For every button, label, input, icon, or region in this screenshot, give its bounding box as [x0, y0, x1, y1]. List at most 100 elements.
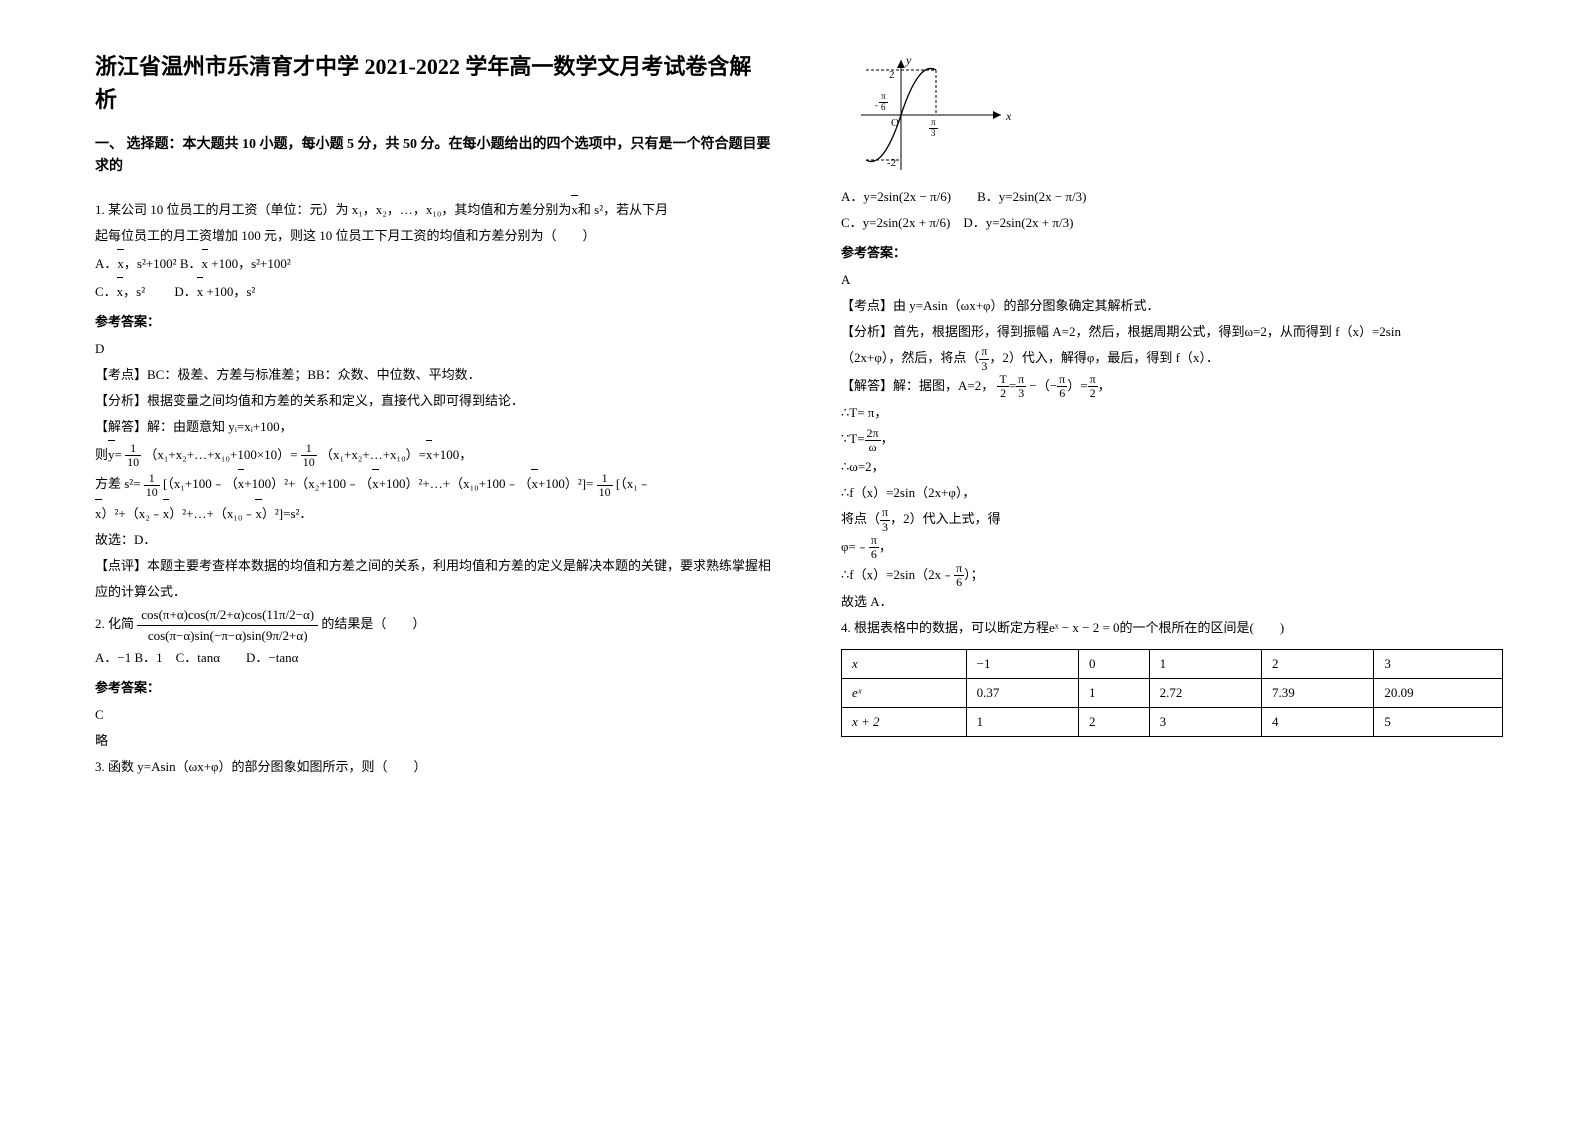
q1-b-post: +100，s²+100² — [208, 256, 291, 271]
q3-jd5: ∴f（x）=2sin（2x+φ）， — [841, 480, 1517, 506]
xbar-icon: x — [117, 249, 124, 277]
q3-jd6: 将点（π3，2）代入上式，得 — [841, 506, 1517, 534]
q1-jd3-e: +100）²]= — [538, 476, 593, 491]
frac-icon: π3 — [1016, 373, 1026, 400]
q4-table: x −1 0 1 2 3 eˣ 0.37 1 2.72 7.39 20.09 x… — [841, 649, 1503, 737]
xbar-icon: x — [238, 469, 245, 497]
frac-icon: π3 — [979, 345, 989, 372]
q3-fx2-b: ，2）代入，解得φ，最后，得到 f（x）． — [989, 350, 1219, 365]
cell: 5 — [1374, 708, 1503, 737]
cell: 1 — [966, 708, 1078, 737]
q3-jd8: ∴f（x）=2sin（2x﹣π6）； — [841, 562, 1517, 590]
q3-jd3-a: ∵T= — [841, 431, 865, 446]
cell: x + 2 — [842, 708, 967, 737]
q3-jd8-b: ）； — [964, 567, 984, 582]
q1-stem-a: 1. 某公司 10 位员工的月工资（单位：元）为 x₁，x₂，…，x₁₀，其均值… — [95, 202, 571, 217]
xbar-icon: x — [163, 499, 170, 527]
q2-stem-b: 的结果是（ ） — [321, 616, 425, 631]
q1-a-pre: A． — [95, 256, 117, 271]
xbar-icon: x — [426, 440, 433, 468]
q1-opts-ab: A．x，s²+100² B．x +100，s²+100² — [95, 249, 771, 277]
cell: x — [842, 650, 967, 679]
table-row: x + 2 1 2 3 4 5 — [842, 708, 1503, 737]
q1-jd4-a: ）²+（x₂﹣ — [102, 506, 163, 521]
q3-jd7-b: ， — [879, 539, 892, 554]
q3-jd1-c: ）= — [1067, 378, 1087, 393]
cell: 7.39 — [1262, 679, 1374, 708]
tick-neg-pi6: - — [875, 100, 878, 110]
xbar-icon: x — [197, 277, 204, 305]
q1-stem-line2: 起每位员工的月工资增加 100 元，则这 10 位员工下月工资的均值和方差分别为… — [95, 223, 771, 249]
q1-opts-cd: C．x，s² D．x +100，s² — [95, 277, 771, 305]
frac-icon: 110 — [301, 442, 317, 469]
cell: 2.72 — [1149, 679, 1261, 708]
q2-den: cos(π−α)sin(−π−α)sin(9π/2+α) — [137, 626, 318, 646]
q3-stem: 3. 函数 y=Asin（ωx+φ）的部分图象如图所示，则（ ） — [95, 754, 771, 780]
q3-jd1-d: ， — [1098, 378, 1111, 393]
q1-jd3-d: +100）²+…+（x₁₀+100﹣（ — [379, 476, 532, 491]
q1-fx: 【分析】根据变量之间均值和方差的关系和定义，直接代入即可得到结论． — [95, 388, 771, 414]
q1-jd5: 故选：D． — [95, 527, 771, 553]
cell: 3 — [1149, 708, 1261, 737]
q3-fx: 【分析】首先，根据图形，得到振幅 A=2，然后，根据周期公式，得到ω=2，从而得… — [841, 319, 1517, 345]
q3-d: y=2sin(2x + π/3) — [986, 215, 1074, 230]
q1-jd2-c: （x₁+x₂+…+x₁₀）= — [320, 447, 426, 462]
xbar-icon: x — [202, 249, 209, 277]
q1-stem-b: 和 s²，若从下月 — [578, 202, 668, 217]
arrow-icon — [897, 60, 905, 68]
q3-jd9: 故选 A． — [841, 589, 1517, 615]
q3-b: y=2sin(2x − π/3) — [999, 189, 1087, 204]
q1-c-pre: C． — [95, 284, 117, 299]
q3-jd6-a: 将点（ — [841, 511, 880, 526]
q4-eq: eˣ − x − 2 = 0 — [1049, 620, 1120, 635]
q1-jd3-b: [（x₁+100﹣（ — [163, 476, 238, 491]
frac-icon: π6 — [869, 534, 879, 561]
q1-a-post: ，s²+100² — [124, 256, 177, 271]
frac-icon: π3 — [880, 506, 890, 533]
q4-stem: 4. 根据表格中的数据，可以断定方程eˣ − x − 2 = 0的一个根所在的区… — [841, 615, 1517, 641]
section-heading: 一、 选择题：本大题共 10 小题，每小题 5 分，共 50 分。在每小题给出的… — [95, 134, 771, 179]
q1-jd4: x）²+（x₂﹣x）²+…+（x₁₀﹣x）²]=s²． — [95, 499, 771, 527]
q3-jd7-a: φ=﹣ — [841, 539, 869, 554]
q2-stem-a: 2. 化简 — [95, 616, 137, 631]
xbar-icon: x — [531, 469, 538, 497]
q4-stem-b: 的一个根所在的区间是( ) — [1120, 620, 1285, 635]
q3-ans: A — [841, 267, 1517, 293]
q1-ans-label: 参考答案： — [95, 311, 771, 330]
cell: 3 — [1374, 650, 1503, 679]
q3-fx2-a: （2x+φ），然后，将点（ — [841, 350, 979, 365]
q1-ans: D — [95, 336, 771, 362]
q1-b-pre: B． — [180, 256, 202, 271]
tick-2: 2 — [889, 69, 895, 81]
q3-jd7: φ=﹣π6， — [841, 534, 1517, 562]
q1-jd2-d: +100， — [432, 447, 472, 462]
frac-icon: 110 — [597, 472, 613, 499]
frac-icon: π6 — [954, 562, 964, 589]
q3-fx2: （2x+φ），然后，将点（π3，2）代入，解得φ，最后，得到 f（x）． — [841, 345, 1517, 373]
cell: 2 — [1079, 708, 1150, 737]
cell: 0.37 — [966, 679, 1078, 708]
q1-jd3: 方差 s²= 110 [（x₁+100﹣（x+100）²+（x₂+100﹣（x+… — [95, 469, 771, 499]
table-row: eˣ 0.37 1 2.72 7.39 20.09 — [842, 679, 1503, 708]
arrow-icon — [993, 111, 1001, 119]
sine-graph: x y O 2 -2 - π6 π3 — [851, 50, 1011, 180]
cell: 0 — [1079, 650, 1150, 679]
q2-opts: A．−1 B．1 C．tanα D．−tanα — [95, 645, 771, 671]
xbar-icon: x — [571, 195, 578, 223]
ybar-icon: y — [108, 440, 115, 468]
q3-jd1: 【解答】解：据图，A=2， T2=π3 −（−π6）=π2， — [841, 373, 1517, 401]
q4-stem-a: 4. 根据表格中的数据，可以断定方程 — [841, 620, 1049, 635]
cell: 4 — [1262, 708, 1374, 737]
q3-jd1-a: 【解答】解：据图，A=2， — [841, 378, 994, 393]
x-label: x — [1005, 109, 1011, 123]
q1-c-post: ，s² — [123, 284, 145, 299]
q1-jd2-b: （x₁+x₂+…+x₁₀+100×10）= — [144, 447, 297, 462]
q3-jd6-b: ，2）代入上式，得 — [890, 511, 1001, 526]
q3-jd3: ∵T=2πω， — [841, 426, 1517, 454]
cell: 1 — [1149, 650, 1261, 679]
q1-d-post: +100，s² — [203, 284, 255, 299]
table-row: x −1 0 1 2 3 — [842, 650, 1503, 679]
q3-opts-ab: A．y=2sin(2x − π/6) B．y=2sin(2x − π/3) — [841, 184, 1517, 210]
frac-icon: 110 — [125, 442, 141, 469]
q2-ans: C — [95, 702, 771, 728]
